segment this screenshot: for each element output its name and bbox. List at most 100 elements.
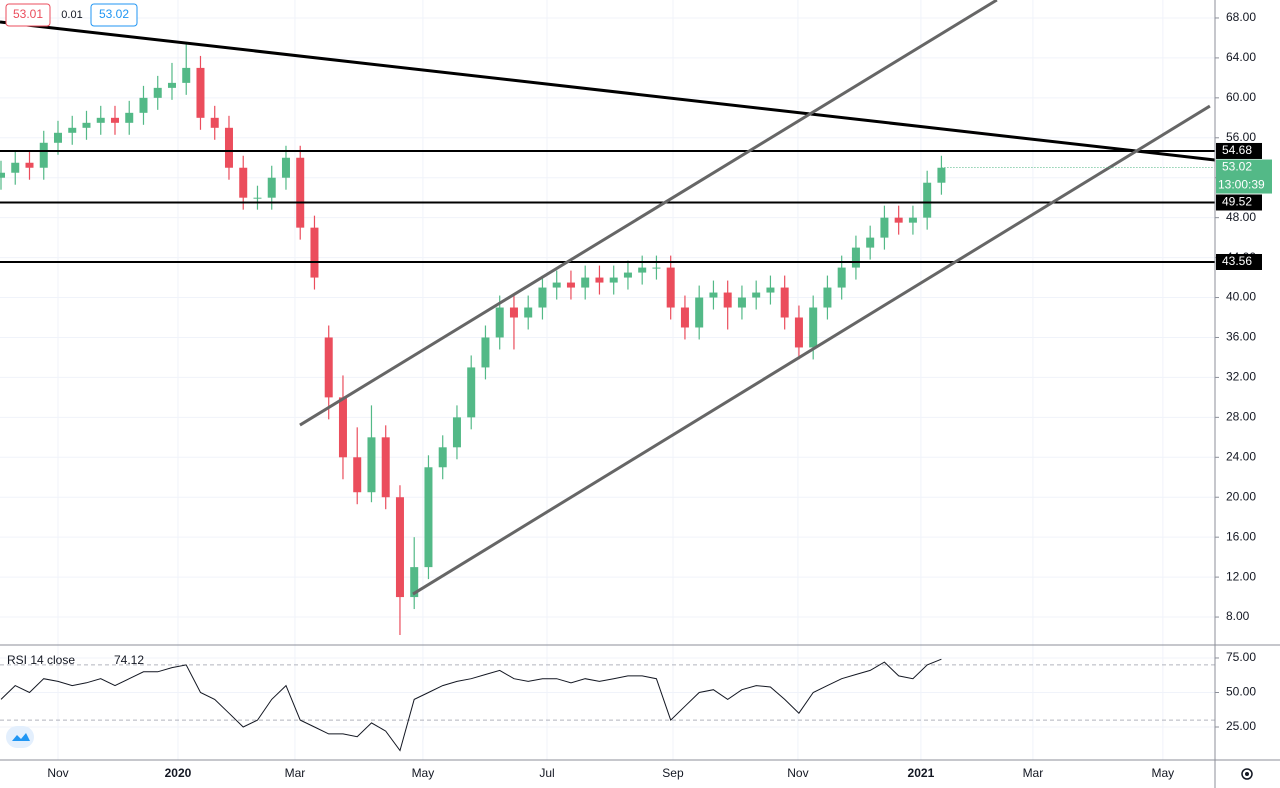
last-price-label: 53.02 — [1222, 160, 1252, 174]
y-tick-label: 12.00 — [1226, 569, 1256, 583]
candle-body — [837, 267, 846, 288]
candle-body — [495, 307, 504, 338]
level-label: 43.56 — [1222, 254, 1252, 268]
rsi-logo — [6, 726, 34, 748]
price-pane — [0, 0, 1215, 636]
x-tick-label: May — [412, 766, 435, 780]
candle-body — [281, 157, 290, 178]
y-tick-label: 75.00 — [1226, 650, 1256, 664]
candle-body — [680, 307, 689, 328]
x-tick-label: Jul — [539, 766, 554, 780]
candle-body — [381, 437, 390, 498]
candle-body — [310, 227, 319, 278]
candle-body — [11, 162, 20, 173]
candle-body — [894, 217, 903, 223]
candle-body — [566, 282, 575, 288]
ask-box — [90, 3, 138, 27]
trendline — [299, 0, 998, 427]
candle-body — [851, 247, 860, 268]
candle-body — [196, 67, 205, 118]
candle-body — [509, 307, 518, 318]
candle-body — [524, 307, 533, 318]
level-label-box — [1216, 142, 1262, 159]
candle-body — [53, 132, 62, 143]
y-tick-label: 25.00 — [1226, 719, 1256, 733]
candle-body — [224, 127, 233, 168]
y-tick-label: 56.00 — [1226, 130, 1256, 144]
candle-body — [125, 112, 134, 123]
axes: Nov 2020 Mar May Jul Sep Nov 2021 Mar May 8.00 12.0… — [47, 10, 1272, 780]
candle-body — [410, 567, 419, 598]
x-tick-label: Sep — [662, 766, 684, 780]
candle-body — [766, 287, 775, 293]
candle-body — [96, 117, 105, 123]
y-tick-label: 40.00 — [1226, 290, 1256, 304]
candle-body — [780, 287, 789, 318]
candle-body — [581, 277, 590, 288]
last-price-box — [1216, 159, 1272, 194]
candle-body — [0, 172, 5, 178]
candle-body — [709, 292, 718, 298]
x-tick-label: 2020 — [165, 766, 192, 780]
rsi-value: 74.12 — [114, 653, 144, 667]
y-tick-label: 24.00 — [1226, 449, 1256, 463]
candle-body — [68, 127, 77, 133]
rsi-pane — [0, 658, 1215, 752]
candle-body — [752, 292, 761, 298]
candle-body — [481, 337, 490, 368]
candle-body — [552, 282, 561, 288]
candle-body — [880, 217, 889, 238]
y-tick-label: 36.00 — [1226, 330, 1256, 344]
bid-box — [5, 3, 51, 27]
candle-body — [666, 267, 675, 308]
candle-body — [652, 267, 661, 269]
settings-icon[interactable] — [1241, 768, 1253, 780]
candle-body — [937, 167, 946, 183]
y-tick-label: 20.00 — [1226, 489, 1256, 503]
countdown: 13:00:39 — [1218, 178, 1265, 192]
candle-body — [367, 437, 376, 493]
candle-body — [695, 297, 704, 328]
trendline — [0, 20, 1215, 162]
x-tick-label: May — [1152, 766, 1175, 780]
candle-body — [866, 237, 875, 248]
y-tick-label: 48.00 — [1226, 210, 1256, 224]
candle-body — [737, 297, 746, 308]
candle-body — [82, 122, 91, 128]
candle-body — [794, 317, 803, 348]
level-label: 54.68 — [1222, 143, 1252, 157]
x-tick-label: Nov — [47, 766, 68, 780]
y-tick-label: 50.00 — [1226, 685, 1256, 699]
candle-body — [324, 337, 333, 398]
x-tick-label: Nov — [787, 766, 808, 780]
candle-body — [39, 142, 48, 168]
trendline — [412, 104, 1211, 596]
bid: 53.01 — [13, 7, 43, 21]
candle-body — [538, 287, 547, 308]
y-tick-label: 64.00 — [1226, 50, 1256, 64]
candle-body — [723, 292, 732, 308]
candle-body — [210, 117, 219, 128]
candle-body — [595, 277, 604, 283]
candle-body — [467, 367, 476, 418]
candle-body — [353, 457, 362, 493]
level-label-box — [1216, 194, 1262, 211]
candle-body — [182, 67, 191, 83]
candle-body — [452, 417, 461, 448]
level-label-box — [1216, 253, 1262, 270]
y-tick-label: 16.00 — [1226, 529, 1256, 543]
y-tick-label: 28.00 — [1226, 410, 1256, 424]
rsi-line — [0, 658, 942, 752]
candle-body — [253, 197, 262, 199]
y-tick-label: 8.00 — [1226, 609, 1250, 623]
candle-body — [139, 97, 148, 113]
level-label: 49.52 — [1222, 195, 1252, 209]
candle-body — [338, 397, 347, 458]
candle-body — [25, 162, 34, 168]
candle-body — [823, 287, 832, 308]
candle-body — [296, 157, 305, 228]
rsi-title: RSI 14 close — [7, 653, 75, 667]
